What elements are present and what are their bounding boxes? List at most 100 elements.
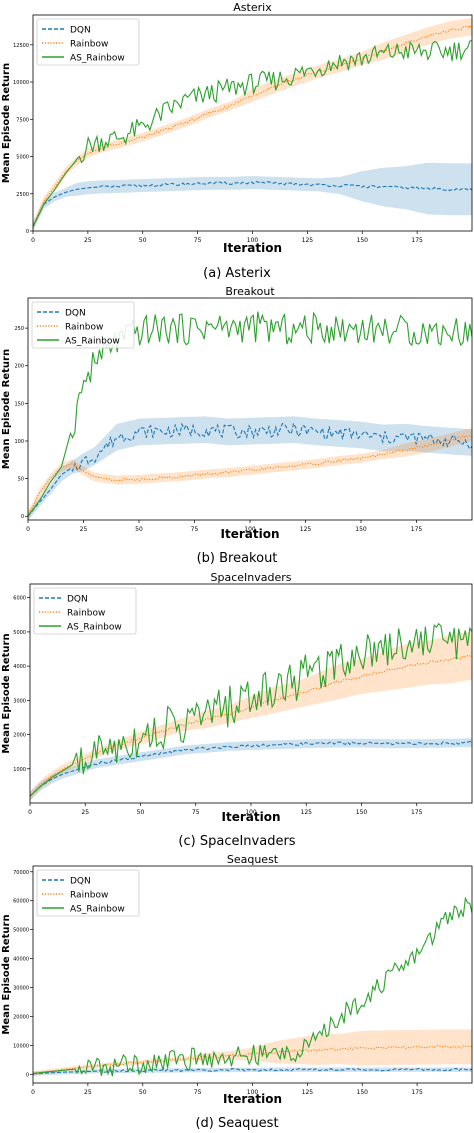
y-tick-label: 150 [14,401,24,407]
legend-box [36,869,140,917]
y-axis-label: Mean Episode Return [1,633,12,753]
chart-title: Breakout [225,285,275,298]
x-tick-label: 150 [356,809,368,816]
y-axis-label: Mean Episode Return [1,914,12,1034]
x-tick-label: 75 [194,1089,202,1096]
x-tick-label: 75 [192,809,200,816]
legend: DQN Rainbow AS_Rainbow [36,869,140,917]
legend-box [36,18,140,66]
x-tick-label: 25 [84,1089,92,1096]
confidence-band [28,416,472,520]
legend-label: AS_Rainbow [70,905,125,915]
y-tick-label: 50000 [13,928,29,934]
confidence-band [33,1067,472,1076]
chart-title: Seaquest [227,853,279,866]
legend-label: AS_Rainbow [67,623,122,633]
confidence-band [30,738,472,801]
y-tick-label: 3000 [13,698,26,704]
legend-label: Rainbow [70,891,108,901]
x-tick-label: 100 [247,1089,259,1096]
legend: DQN Rainbow AS_Rainbow [36,18,140,66]
legend: DQN Rainbow AS_Rainbow [33,587,137,635]
x-tick-label: 175 [411,809,423,816]
y-tick-label: 40000 [13,957,29,963]
y-tick-label: 10000 [13,1043,29,1049]
x-tick-label: 0 [26,526,30,533]
legend-label: Rainbow [65,323,103,333]
chart-title: Asterix [233,1,272,14]
y-tick-label: 5000 [13,630,26,636]
chart-title: SpaceInvaders [211,571,292,584]
series-line-rainbow [33,24,472,227]
y-tick-label: 4000 [13,664,26,670]
x-tick-label: 75 [194,237,202,244]
legend-box [31,301,135,349]
x-tick-label: 125 [301,809,313,816]
series-line-dqn [28,421,472,517]
x-tick-label: 0 [28,809,32,816]
x-tick-label: 50 [135,526,143,533]
series-line-dqn [30,741,472,797]
y-tick-label: 70000 [13,870,29,876]
y-tick-label: 50 [18,477,24,483]
series-line-as-rainbow [28,311,472,517]
plot-area [33,18,472,231]
chart-panel: Breakout 0 25 50 75 100 125 150 175 0 50 100 150 200 2… [1,285,473,566]
x-tick-label: 25 [81,809,89,816]
x-tick-label: 175 [411,1089,423,1096]
figure-caption: (b) Breakout [197,551,278,566]
x-tick-label: 0 [31,1089,35,1096]
x-tick-label: 50 [137,809,145,816]
figure-caption: (d) Seaquest [195,1116,278,1131]
y-tick-label: 10000 [13,80,29,86]
plot-area [28,311,472,520]
x-tick-label: 75 [191,526,199,533]
x-tick-label: 125 [302,237,314,244]
legend-label: AS_Rainbow [70,54,125,64]
x-axis-label: Iteration [223,1092,282,1106]
y-tick-label: 20000 [13,1014,29,1020]
x-tick-label: 175 [411,237,423,244]
y-tick-label: 0 [26,1072,29,1078]
chart-panel: SpaceInvaders 0 25 50 75 100 125 150 175 1000 2000… [1,571,473,849]
y-tick-label: 2500 [16,192,29,198]
y-tick-label: 5000 [16,155,29,161]
x-tick-label: 125 [302,1089,314,1096]
x-tick-label: 0 [31,237,35,244]
series-line-as-rainbow [30,622,472,797]
series-line-as-rainbow [33,40,472,227]
x-tick-label: 150 [357,1089,369,1096]
y-tick-label: 30000 [13,986,29,992]
legend-label: DQN [70,877,91,887]
confidence-band [30,631,472,801]
legend-label: Rainbow [67,609,105,619]
y-tick-label: 0 [21,514,24,520]
confidence-band [33,162,472,231]
x-axis-label: Iteration [221,527,280,541]
confidence-band [28,428,472,520]
x-tick-label: 150 [355,526,367,533]
x-tick-label: 175 [411,526,423,533]
x-tick-label: 100 [247,237,259,244]
x-axis-label: Iteration [222,810,281,824]
x-tick-label: 25 [84,237,92,244]
x-tick-label: 125 [300,526,312,533]
chart-panel: Asterix 0 25 50 75 100 125 150 175 0 2500 5000 7500 1… [1,1,473,281]
x-tick-label: 50 [139,237,147,244]
legend-label: DQN [70,26,91,36]
series-line-as-rainbow [33,896,472,1077]
y-axis-label: Mean Episode Return [1,63,12,183]
legend-label: Rainbow [70,40,108,50]
x-tick-label: 50 [139,1089,147,1096]
y-tick-label: 12500 [13,43,29,49]
y-axis-label: Mean Episode Return [1,349,12,469]
legend-box [33,587,137,635]
y-tick-label: 100 [14,439,24,445]
y-tick-label: 1000 [13,767,26,773]
series-line-dqn [33,181,472,227]
x-tick-label: 100 [245,809,257,816]
x-tick-label: 150 [357,237,369,244]
y-tick-label: 60000 [13,899,29,905]
y-tick-label: 7500 [16,117,29,123]
